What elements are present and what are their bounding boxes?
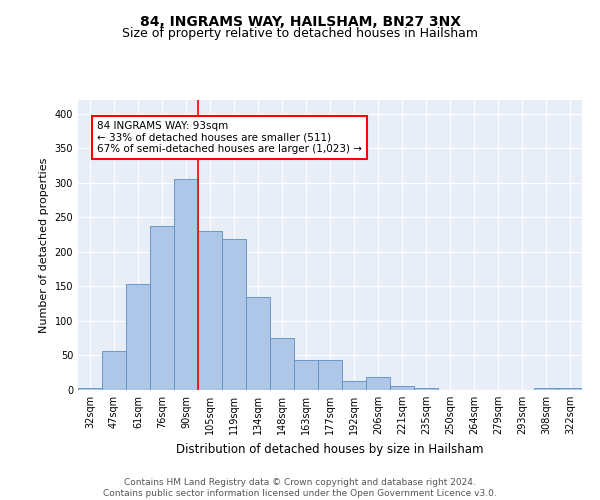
Bar <box>222 240 246 390</box>
Bar <box>390 386 414 390</box>
Bar <box>534 388 558 390</box>
Bar <box>198 231 222 390</box>
Text: Contains HM Land Registry data © Crown copyright and database right 2024.
Contai: Contains HM Land Registry data © Crown c… <box>103 478 497 498</box>
Text: 84, INGRAMS WAY, HAILSHAM, BN27 3NX: 84, INGRAMS WAY, HAILSHAM, BN27 3NX <box>139 15 461 29</box>
Bar <box>174 178 198 390</box>
Bar <box>126 284 150 390</box>
Text: Size of property relative to detached houses in Hailsham: Size of property relative to detached ho… <box>122 28 478 40</box>
Bar <box>294 360 318 390</box>
Bar <box>150 226 174 390</box>
Bar <box>366 377 390 390</box>
Bar <box>102 350 126 390</box>
Text: 84 INGRAMS WAY: 93sqm
← 33% of detached houses are smaller (511)
67% of semi-det: 84 INGRAMS WAY: 93sqm ← 33% of detached … <box>97 120 362 154</box>
Bar <box>270 338 294 390</box>
Bar <box>78 388 102 390</box>
Bar <box>558 388 582 390</box>
Y-axis label: Number of detached properties: Number of detached properties <box>39 158 49 332</box>
Bar <box>342 381 366 390</box>
Bar <box>246 298 270 390</box>
Bar <box>414 388 438 390</box>
Bar <box>318 360 342 390</box>
X-axis label: Distribution of detached houses by size in Hailsham: Distribution of detached houses by size … <box>176 442 484 456</box>
